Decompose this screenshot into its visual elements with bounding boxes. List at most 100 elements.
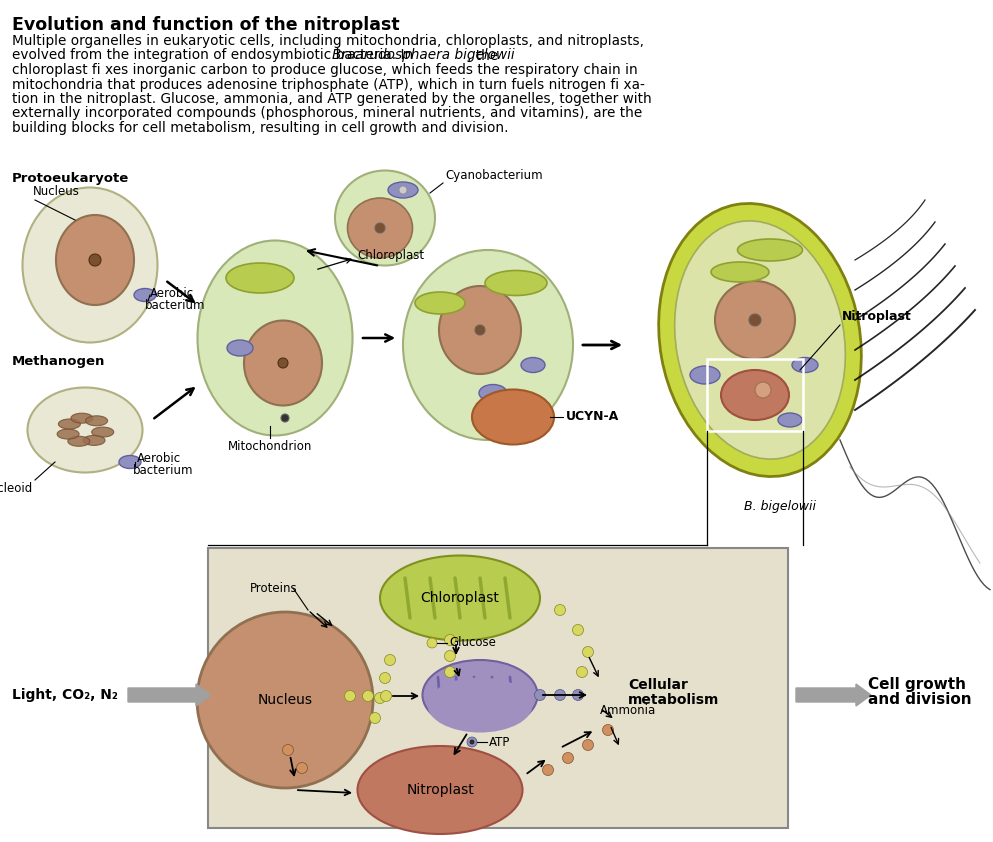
Ellipse shape (59, 419, 80, 429)
Circle shape (399, 186, 407, 194)
Text: Glucose: Glucose (449, 637, 496, 649)
Circle shape (573, 690, 584, 701)
Ellipse shape (23, 188, 158, 343)
Ellipse shape (244, 321, 322, 406)
Text: Proteins: Proteins (250, 582, 298, 594)
Ellipse shape (57, 429, 79, 440)
Ellipse shape (119, 456, 141, 468)
Circle shape (583, 739, 594, 750)
Text: Ammonia: Ammonia (600, 704, 656, 717)
Circle shape (749, 314, 761, 326)
Text: and division: and division (868, 692, 971, 707)
Circle shape (375, 223, 385, 233)
Circle shape (427, 638, 437, 648)
Circle shape (362, 690, 373, 701)
Text: Light, CO₂, N₂: Light, CO₂, N₂ (12, 688, 118, 702)
Ellipse shape (778, 413, 802, 427)
Text: Methanogen: Methanogen (12, 355, 105, 368)
Text: Aerobic: Aerobic (150, 287, 194, 300)
Circle shape (384, 654, 395, 665)
Circle shape (89, 254, 101, 266)
Ellipse shape (388, 182, 418, 198)
Ellipse shape (439, 286, 521, 374)
Circle shape (374, 692, 385, 704)
Circle shape (583, 647, 594, 658)
Text: Nucleus: Nucleus (33, 185, 79, 198)
Circle shape (379, 673, 390, 684)
Text: Mitochondrion: Mitochondrion (227, 440, 312, 453)
Text: Braarudosphaera bigelowii: Braarudosphaera bigelowii (332, 49, 514, 62)
Ellipse shape (711, 262, 769, 282)
FancyBboxPatch shape (208, 548, 788, 828)
Text: Cell growth: Cell growth (868, 678, 966, 692)
Text: UCYN-A: UCYN-A (566, 411, 620, 424)
Ellipse shape (521, 358, 545, 372)
Circle shape (542, 765, 553, 775)
Text: building blocks for cell metabolism, resulting in cell growth and division.: building blocks for cell metabolism, res… (12, 121, 508, 135)
Ellipse shape (91, 427, 114, 437)
Circle shape (475, 325, 485, 335)
Ellipse shape (428, 678, 532, 733)
Ellipse shape (721, 370, 789, 420)
Ellipse shape (472, 390, 554, 445)
Circle shape (281, 414, 289, 422)
Text: evolved from the integration of endosymbiotic bacteria. In: evolved from the integration of endosymb… (12, 49, 418, 62)
Text: Chloroplast: Chloroplast (421, 591, 499, 605)
Circle shape (534, 690, 545, 701)
Text: mitochondria that produces adenosine triphosphate (ATP), which in turn fuels nit: mitochondria that produces adenosine tri… (12, 77, 644, 92)
Text: Aerobic: Aerobic (137, 452, 181, 465)
Circle shape (282, 744, 294, 755)
Ellipse shape (71, 413, 93, 424)
Text: Multiple organelles in eukaryotic cells, including mitochondria, chloroplasts, a: Multiple organelles in eukaryotic cells,… (12, 34, 644, 48)
Text: Nitroplast: Nitroplast (406, 783, 474, 797)
Ellipse shape (403, 250, 573, 440)
Ellipse shape (715, 281, 795, 359)
Circle shape (197, 612, 373, 788)
Text: Chloroplast: Chloroplast (357, 249, 424, 263)
Text: Evolution and function of the nitroplast: Evolution and function of the nitroplast (12, 16, 399, 34)
Ellipse shape (134, 289, 156, 301)
FancyArrow shape (128, 684, 211, 706)
Circle shape (278, 358, 288, 368)
Text: B. bigelowii: B. bigelowii (744, 500, 816, 513)
Text: bacterium: bacterium (145, 299, 206, 312)
Text: Nitroplast: Nitroplast (842, 310, 912, 323)
Text: metabolism: metabolism (628, 693, 719, 707)
Text: chloroplast fi xes inorganic carbon to produce glucose, which feeds the respirat: chloroplast fi xes inorganic carbon to p… (12, 63, 638, 77)
Circle shape (445, 635, 456, 646)
Ellipse shape (198, 241, 353, 435)
Ellipse shape (479, 385, 507, 402)
Ellipse shape (68, 436, 89, 446)
Ellipse shape (415, 292, 465, 314)
Ellipse shape (380, 556, 540, 641)
Circle shape (345, 690, 355, 701)
Ellipse shape (422, 660, 537, 730)
FancyArrow shape (796, 684, 871, 706)
Text: , the: , the (468, 49, 498, 62)
Ellipse shape (28, 387, 143, 472)
Text: Cellular: Cellular (628, 678, 688, 692)
Ellipse shape (792, 358, 818, 372)
Circle shape (297, 763, 308, 774)
Ellipse shape (335, 170, 435, 265)
Circle shape (470, 740, 474, 744)
Ellipse shape (738, 239, 802, 261)
Circle shape (577, 667, 588, 678)
Ellipse shape (226, 263, 294, 293)
Text: Nucleoid: Nucleoid (0, 482, 33, 495)
Text: ATP: ATP (489, 736, 510, 749)
Ellipse shape (674, 221, 845, 459)
Ellipse shape (348, 198, 412, 258)
Text: bacterium: bacterium (133, 464, 194, 477)
Circle shape (445, 651, 456, 662)
Text: tion in the nitroplast. Glucose, ammonia, and ATP generated by the organelles, t: tion in the nitroplast. Glucose, ammonia… (12, 92, 651, 106)
Circle shape (369, 712, 380, 723)
Ellipse shape (658, 204, 861, 477)
Circle shape (467, 737, 477, 747)
Ellipse shape (485, 270, 547, 296)
Ellipse shape (83, 435, 105, 445)
Circle shape (573, 625, 584, 636)
Text: Nucleus: Nucleus (257, 693, 313, 707)
Ellipse shape (56, 215, 134, 305)
Text: externally incorporated compounds (phosphorous, mineral nutrients, and vitamins): externally incorporated compounds (phosp… (12, 106, 642, 120)
